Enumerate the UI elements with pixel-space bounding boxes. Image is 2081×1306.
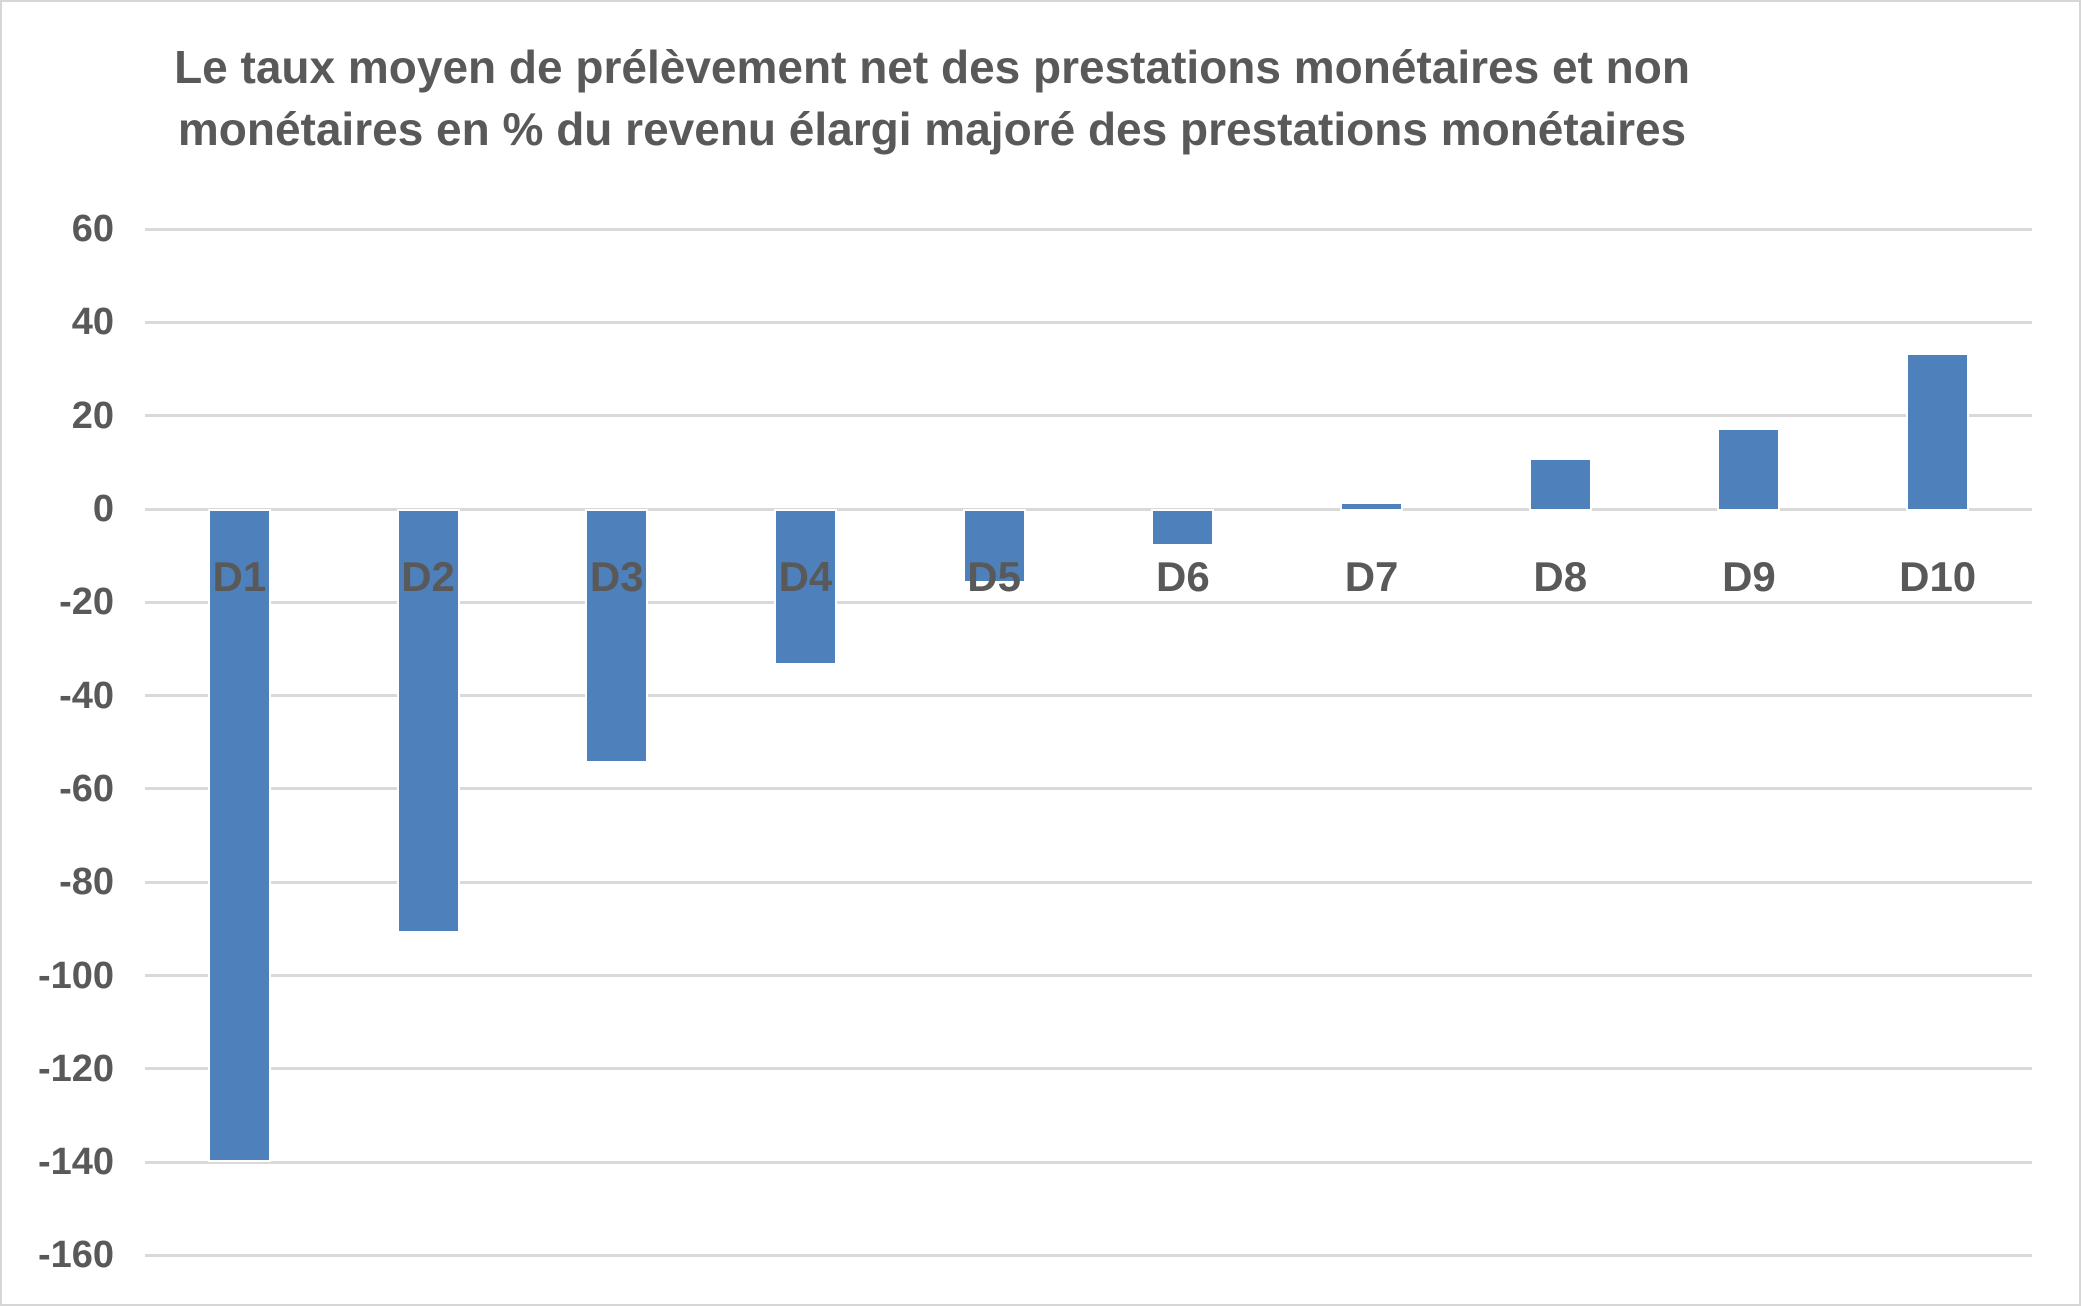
bar-D2 [398, 510, 458, 932]
y-axis-tick-label: -60 [59, 767, 114, 810]
gridline-y--60 [145, 787, 2032, 791]
category-label-D5: D5 [967, 553, 1021, 600]
bar-D4 [775, 510, 835, 663]
bar-D7 [1342, 504, 1402, 509]
bar-D9 [1719, 429, 1779, 509]
category-label-D10: D10 [1899, 553, 1977, 600]
category-label-D1: D1 [212, 553, 267, 600]
y-axis-tick-label: -40 [59, 674, 114, 717]
bar-D1 [209, 510, 269, 1160]
category-label-D2: D2 [401, 553, 455, 600]
y-axis-tick-label: -160 [37, 1234, 114, 1277]
y-axis-tick-label: 20 [71, 394, 114, 437]
chart-title-line-1: Le taux moyen de prélèvement net des pre… [174, 41, 1690, 93]
y-axis-tick-label: -100 [37, 954, 114, 997]
chart-title: Le taux moyen de prélèvement net des pre… [2, 36, 1862, 160]
gridline-y--20 [145, 600, 2032, 604]
chart-title-line-2: monétaires en % du revenu élargi majoré … [177, 103, 1687, 155]
gridline-y-60 [145, 227, 2032, 231]
gridline-y--140 [145, 1160, 2032, 1164]
gridline-y--120 [145, 1067, 2032, 1071]
gridline-y--160 [145, 1253, 2032, 1257]
bar-D10 [1908, 355, 1968, 509]
y-axis-tick-label: -20 [59, 581, 114, 624]
bar-D3 [587, 510, 647, 761]
category-label-D6: D6 [1155, 553, 1210, 600]
y-axis-tick-label: 40 [71, 301, 114, 344]
y-axis-tick-label: 60 [71, 208, 114, 251]
y-axis-tick-label: 0 [92, 488, 114, 530]
bar-D8 [1530, 460, 1590, 509]
category-label-D7: D7 [1344, 553, 1399, 600]
y-axis-tick-label: -80 [59, 861, 114, 904]
bar-D5 [964, 510, 1024, 582]
gridline-y-40 [145, 320, 2032, 324]
gridline-y-20 [145, 414, 2032, 418]
gridline-y--40 [145, 694, 2032, 698]
category-label-D3: D3 [589, 553, 644, 600]
bar-D6 [1153, 510, 1213, 544]
gridline-y-0 [145, 507, 2032, 511]
category-label-D4: D4 [778, 553, 833, 600]
gridline-y--100 [145, 974, 2032, 977]
y-axis-tick-label: -140 [37, 1141, 114, 1184]
category-label-D9: D9 [1722, 553, 1776, 600]
category-label-D8: D8 [1533, 553, 1588, 600]
y-axis-tick-label: -120 [37, 1047, 114, 1090]
gridline-y--80 [145, 880, 2032, 884]
